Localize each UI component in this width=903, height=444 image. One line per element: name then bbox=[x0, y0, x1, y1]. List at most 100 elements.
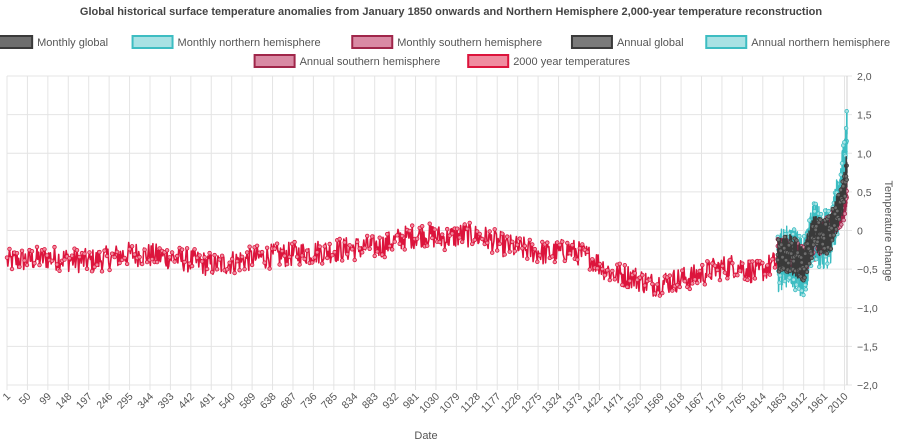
data-point bbox=[677, 284, 682, 290]
data-point bbox=[829, 225, 834, 231]
data-point bbox=[823, 221, 828, 227]
data-point bbox=[312, 255, 317, 260]
x-tick-label: 1961 bbox=[805, 391, 830, 416]
legend-label[interactable]: Annual southern hemisphere bbox=[300, 56, 441, 68]
data-point bbox=[565, 240, 570, 246]
data-point bbox=[844, 108, 849, 114]
data-point bbox=[532, 246, 537, 252]
legend-label[interactable]: Monthly northern hemisphere bbox=[178, 37, 321, 49]
data-point bbox=[682, 279, 687, 284]
data-point bbox=[791, 277, 796, 282]
data-point bbox=[94, 262, 100, 267]
data-point bbox=[692, 277, 697, 282]
data-point bbox=[826, 214, 831, 219]
data-point bbox=[535, 259, 540, 264]
data-point bbox=[14, 250, 20, 256]
data-point bbox=[470, 241, 475, 247]
data-point bbox=[782, 234, 787, 240]
data-point bbox=[264, 245, 270, 250]
legend-swatch[interactable] bbox=[570, 35, 613, 49]
data-point bbox=[790, 231, 796, 237]
legend-label[interactable]: Annual global bbox=[617, 37, 684, 49]
x-tick-label: 1128 bbox=[458, 391, 483, 416]
data-point bbox=[337, 236, 342, 242]
data-point bbox=[812, 209, 817, 214]
data-point bbox=[174, 253, 180, 259]
grid bbox=[6, 75, 852, 390]
data-point bbox=[485, 240, 490, 246]
data-point bbox=[765, 263, 770, 268]
x-tick-label: 2010 bbox=[826, 391, 851, 416]
data-point bbox=[617, 261, 622, 266]
legend-swatch[interactable] bbox=[253, 54, 296, 68]
legend-label[interactable]: Annual northern hemisphere bbox=[751, 37, 890, 49]
legend: Monthly global Monthly northern hemispher… bbox=[0, 35, 890, 68]
data-point bbox=[129, 244, 135, 249]
data-point bbox=[34, 244, 40, 250]
data-point bbox=[9, 266, 15, 272]
x-tick-label: 1471 bbox=[601, 391, 626, 416]
data-point bbox=[184, 246, 190, 251]
data-point bbox=[705, 259, 710, 264]
legend-swatch[interactable] bbox=[351, 35, 394, 49]
data-point bbox=[132, 252, 137, 257]
data-point bbox=[360, 250, 365, 255]
data-point bbox=[22, 258, 27, 263]
data-point bbox=[480, 236, 485, 242]
data-point bbox=[512, 248, 517, 254]
y-tick-label: −2,0 bbox=[857, 380, 878, 392]
legend-swatch[interactable] bbox=[705, 35, 748, 49]
x-tick-label: 393 bbox=[156, 391, 177, 412]
x-tick-label: 491 bbox=[197, 391, 218, 412]
data-point bbox=[811, 242, 816, 247]
data-point bbox=[262, 260, 267, 265]
data-point bbox=[795, 250, 800, 255]
data-point bbox=[407, 228, 412, 234]
data-point bbox=[157, 246, 162, 251]
data-point bbox=[779, 242, 784, 247]
data-point bbox=[279, 248, 285, 254]
data-point bbox=[612, 277, 617, 282]
data-point bbox=[803, 282, 808, 288]
data-point bbox=[735, 273, 740, 278]
legend-label[interactable]: Monthly global bbox=[37, 37, 108, 49]
series-layer bbox=[4, 108, 849, 298]
data-point bbox=[815, 235, 821, 241]
data-point bbox=[722, 270, 728, 275]
data-point bbox=[537, 253, 542, 258]
legend-swatch[interactable] bbox=[467, 54, 510, 68]
data-point bbox=[667, 273, 672, 278]
data-point bbox=[425, 243, 430, 248]
x-tick-label: 197 bbox=[74, 391, 95, 412]
x-tick-label: 589 bbox=[237, 391, 258, 412]
data-point bbox=[42, 247, 47, 252]
data-point bbox=[345, 251, 350, 257]
legend-swatch[interactable] bbox=[0, 35, 34, 49]
data-point bbox=[97, 249, 102, 255]
data-point bbox=[297, 262, 302, 267]
legend-label[interactable]: 2000 year temperatures bbox=[513, 56, 630, 68]
data-point bbox=[477, 231, 482, 237]
legend-label[interactable]: Monthly southern hemisphere bbox=[397, 37, 542, 49]
data-point bbox=[224, 267, 230, 272]
data-point bbox=[362, 245, 367, 251]
data-point bbox=[657, 293, 662, 298]
data-point bbox=[642, 283, 647, 288]
data-point bbox=[114, 249, 120, 255]
data-point bbox=[347, 243, 352, 248]
data-point bbox=[104, 253, 110, 259]
data-point bbox=[813, 227, 818, 232]
data-point bbox=[814, 224, 819, 229]
data-point bbox=[836, 216, 842, 222]
data-point bbox=[500, 231, 505, 236]
x-tick-label: 295 bbox=[115, 391, 136, 412]
data-point bbox=[610, 268, 615, 274]
data-point bbox=[397, 241, 402, 246]
data-point bbox=[214, 267, 220, 272]
x-tick-label: 687 bbox=[278, 391, 299, 412]
data-point bbox=[695, 280, 700, 286]
legend-swatch[interactable] bbox=[131, 35, 174, 49]
data-point bbox=[142, 247, 147, 252]
data-point bbox=[817, 264, 822, 269]
data-point bbox=[570, 242, 575, 248]
